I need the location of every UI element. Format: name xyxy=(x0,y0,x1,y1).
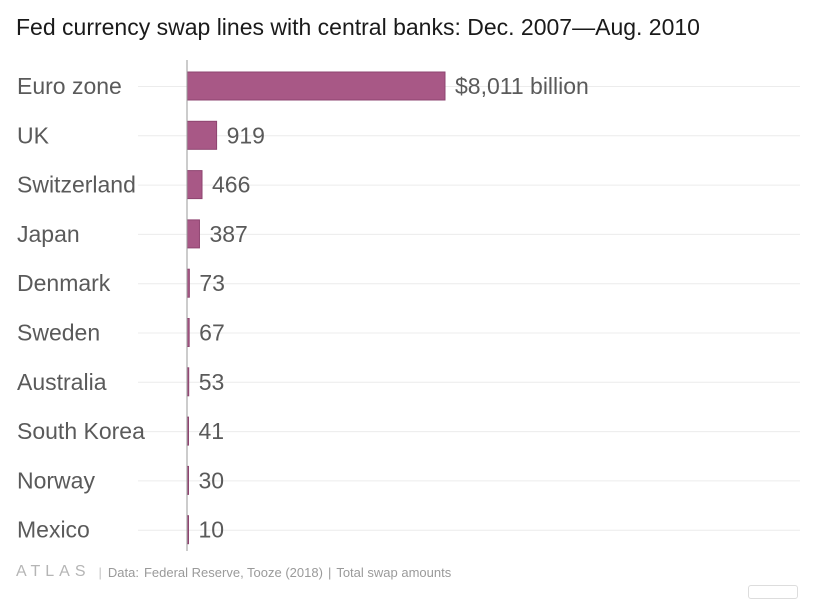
category-label: Australia xyxy=(17,369,107,395)
category-label: Mexico xyxy=(17,517,90,543)
data-label: 53 xyxy=(199,369,225,395)
atlas-logo[interactable]: ATLAS xyxy=(16,563,91,580)
data-label: 73 xyxy=(199,270,225,296)
source-label: Data: xyxy=(107,564,139,580)
source-text: Federal Reserve, Tooze (2018) xyxy=(143,564,323,580)
category-label: Euro zone xyxy=(17,73,122,99)
category-label: UK xyxy=(17,122,50,148)
footer-note: Total swap amounts xyxy=(336,564,452,580)
bar xyxy=(186,219,200,249)
data-label: 919 xyxy=(227,122,265,148)
data-label: $8,011 billion xyxy=(455,73,589,99)
footer-separator-2: | xyxy=(327,564,332,580)
category-label: Denmark xyxy=(17,270,111,296)
category-label: Norway xyxy=(17,467,95,493)
data-label: 30 xyxy=(199,467,225,493)
data-label: 10 xyxy=(199,517,225,543)
footer-separator: | xyxy=(98,564,102,580)
category-label: Japan xyxy=(17,221,80,247)
bar xyxy=(186,71,446,101)
data-label: 41 xyxy=(199,418,225,444)
embed-button[interactable] xyxy=(748,585,798,599)
bar xyxy=(186,120,218,150)
chart-title: Fed currency swap lines with central ban… xyxy=(16,14,700,40)
chart-footer: ATLAS | Data: Federal Reserve, Tooze (20… xyxy=(16,563,451,581)
data-label: 466 xyxy=(212,172,250,198)
category-label: Switzerland xyxy=(17,172,136,198)
data-label: 67 xyxy=(199,320,225,346)
category-label: South Korea xyxy=(17,418,145,444)
bar xyxy=(186,170,203,200)
category-label: Sweden xyxy=(17,320,100,346)
data-label: 387 xyxy=(209,221,247,247)
